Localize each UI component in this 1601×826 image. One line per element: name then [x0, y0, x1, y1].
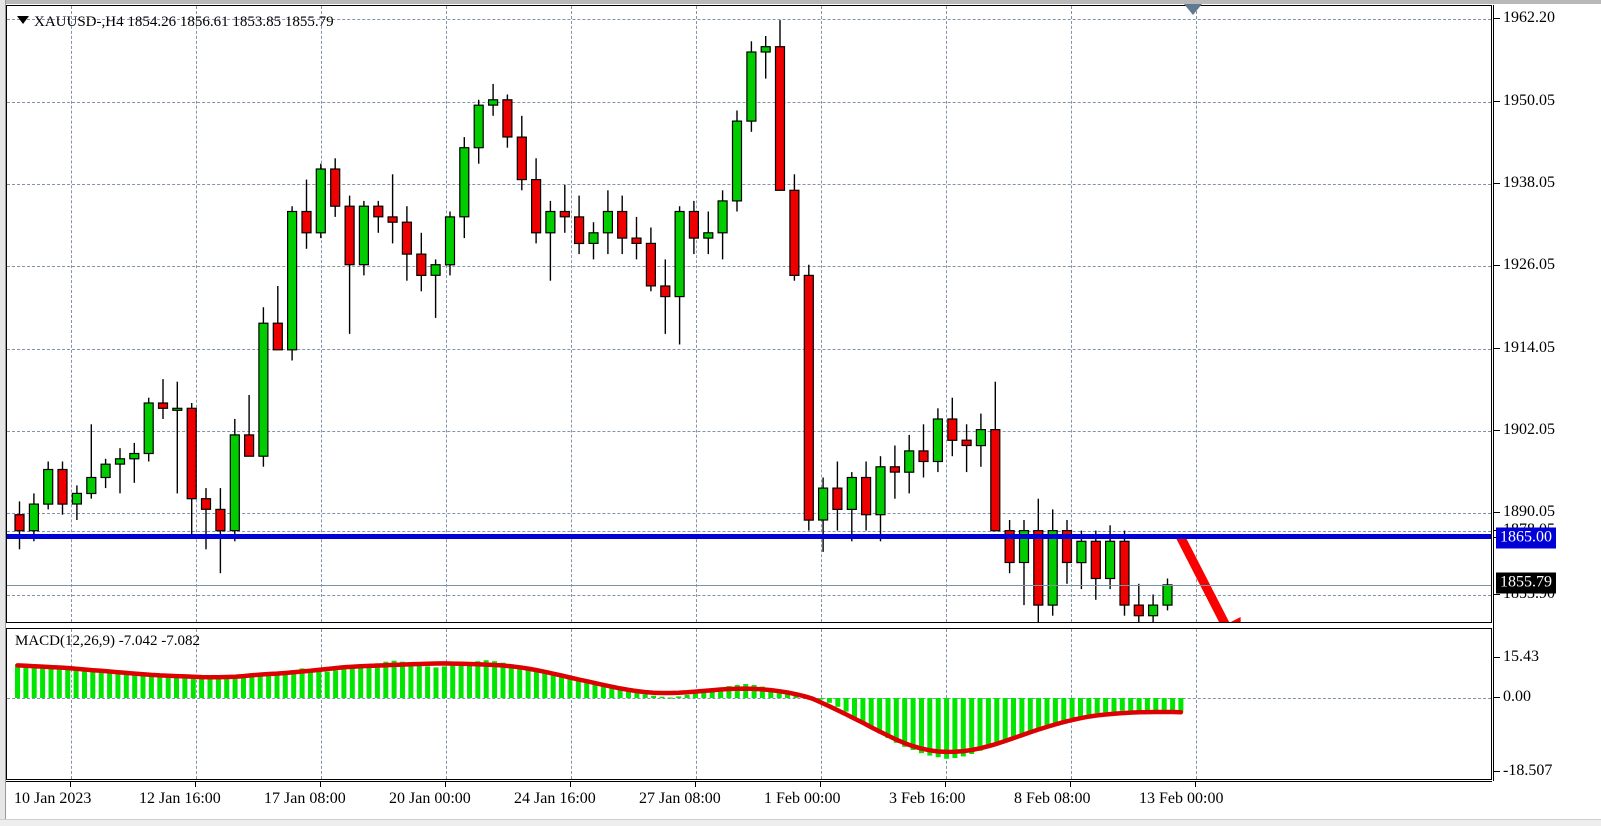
time-axis-tick — [320, 782, 321, 787]
last-price-badge[interactable]: 1855.79 — [1496, 572, 1556, 594]
price-chart-pane[interactable]: XAUUSD-,H4 1854.26 1856.61 1853.85 1855.… — [6, 5, 1492, 623]
time-axis-tick — [695, 782, 696, 787]
gridline-horizontal — [7, 531, 1491, 532]
price-axis-label: 1950.05 — [1503, 92, 1555, 109]
gridline-horizontal — [7, 513, 1491, 514]
gridline-vertical — [1071, 6, 1072, 622]
time-axis-label: 12 Jan 16:00 — [139, 790, 221, 807]
price-axis-label: 1890.05 — [1503, 503, 1555, 520]
chart-top-marker-icon[interactable] — [1184, 4, 1202, 15]
time-axis-tick — [70, 782, 71, 787]
gridline-vertical — [946, 6, 947, 622]
price-axis-label: 1914.05 — [1503, 339, 1555, 356]
gridline-vertical — [571, 6, 572, 622]
time-axis-tick — [945, 782, 946, 787]
chart-symbol-text: XAUUSD-,H4 1854.26 1856.61 1853.85 1855.… — [34, 14, 334, 30]
gridline-horizontal — [7, 595, 1491, 596]
gridline-vertical — [321, 6, 322, 622]
price-axis-label: 1938.05 — [1503, 174, 1555, 191]
price-axis-tick — [1494, 101, 1500, 102]
price-axis-tick — [1494, 430, 1500, 431]
gridline-vertical — [821, 6, 822, 622]
gridline-vertical — [571, 629, 572, 779]
time-axis-label: 24 Jan 16:00 — [514, 790, 596, 807]
price-axis-tick — [1494, 594, 1500, 595]
price-axis-label: 1902.05 — [1503, 421, 1555, 438]
time-axis-label: 17 Jan 08:00 — [264, 790, 346, 807]
time-axis-label: 8 Feb 08:00 — [1014, 790, 1091, 807]
macd-axis-label: -18.507 — [1503, 762, 1553, 779]
candlestick-series — [14, 20, 1173, 622]
time-axis-label: 3 Feb 16:00 — [889, 790, 966, 807]
time-axis-label: 20 Jan 00:00 — [389, 790, 471, 807]
gridline-vertical — [321, 629, 322, 779]
time-axis-label: 27 Jan 08:00 — [639, 790, 721, 807]
price-axis-tick — [1494, 348, 1500, 349]
time-axis-tick — [195, 782, 196, 787]
time-axis-label: 1 Feb 00:00 — [764, 790, 841, 807]
window-left-edge — [0, 0, 6, 825]
gridline-horizontal — [7, 184, 1491, 185]
gridline-horizontal — [7, 19, 1491, 20]
macd-axis-label: 15.43 — [1503, 648, 1539, 665]
macd-label: MACD(12,26,9) -7.042 -7.082 — [15, 633, 200, 649]
time-axis-label: 13 Feb 00:00 — [1139, 790, 1224, 807]
macd-axis-tick — [1494, 697, 1500, 698]
time-axis[interactable]: 10 Jan 2023 12 Jan 16:00 17 Jan 08:00 20 Ja… — [6, 781, 1492, 819]
macd-series — [15, 660, 1184, 759]
down-trend-arrow[interactable] — [7, 6, 1492, 623]
price-axis-tick — [1494, 265, 1500, 266]
gridline-horizontal — [7, 266, 1491, 267]
gridline-horizontal — [7, 431, 1491, 432]
window-top-edge — [0, 0, 1601, 4]
gridline-vertical — [696, 6, 697, 622]
time-axis-label: 10 Jan 2023 — [14, 790, 92, 807]
chart-symbol-header: XAUUSD-,H4 1854.26 1856.61 1853.85 1855.… — [17, 14, 334, 31]
gridline-vertical — [71, 6, 72, 622]
price-axis[interactable]: 1962.20 1950.05 1938.05 1926.05 1914.05 1902.… — [1493, 5, 1601, 781]
gridline-vertical — [1196, 6, 1197, 622]
gridline-vertical — [71, 629, 72, 779]
gridline-vertical — [446, 6, 447, 622]
macd-axis-tick — [1494, 771, 1500, 772]
chart-menu-triangle-icon[interactable] — [17, 16, 29, 24]
horizontal-line-price-badge[interactable]: 1865.00 — [1496, 527, 1556, 549]
time-axis-tick — [1070, 782, 1071, 787]
time-axis-tick — [445, 782, 446, 787]
price-axis-label: 1962.20 — [1503, 9, 1555, 26]
price-axis-label: 1926.05 — [1503, 256, 1555, 273]
macd-zero-line — [7, 698, 1491, 699]
price-axis-tick — [1494, 18, 1500, 19]
gridline-vertical — [196, 629, 197, 779]
gridline-vertical — [696, 629, 697, 779]
gridline-horizontal — [7, 349, 1491, 350]
macd-axis-tick — [1494, 657, 1500, 658]
gridline-vertical — [446, 629, 447, 779]
last-price-line — [7, 584, 1491, 586]
macd-indicator-pane[interactable]: MACD(12,26,9) -7.042 -7.082 — [6, 628, 1492, 780]
horizontal-price-line[interactable] — [7, 533, 1491, 539]
macd-axis-label: 0.00 — [1503, 688, 1531, 705]
window-bottom-edge — [0, 819, 1601, 826]
time-axis-tick — [820, 782, 821, 787]
time-axis-tick — [570, 782, 571, 787]
time-axis-tick — [1195, 782, 1196, 787]
price-axis-tick — [1494, 512, 1500, 513]
gridline-vertical — [196, 6, 197, 622]
gridline-vertical — [1196, 629, 1197, 779]
price-axis-tick — [1494, 183, 1500, 184]
